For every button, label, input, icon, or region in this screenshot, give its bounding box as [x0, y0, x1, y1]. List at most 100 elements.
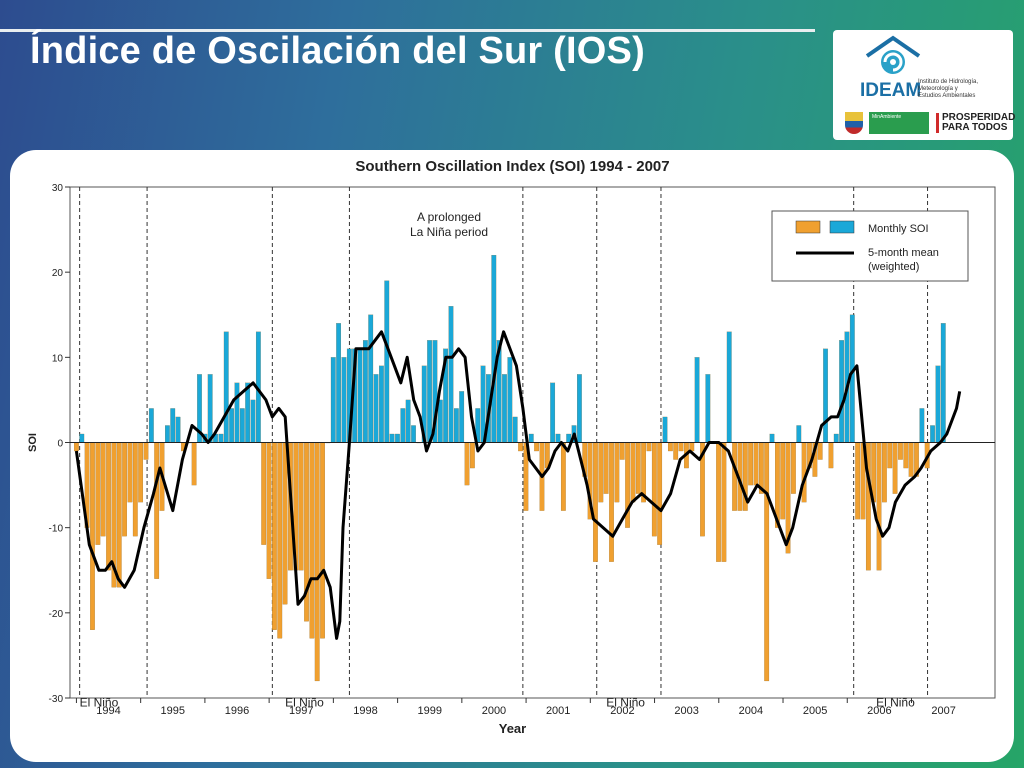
x-tick-label: 1995 — [161, 705, 185, 717]
soi-bar — [550, 382, 556, 443]
x-tick-label: 2002 — [610, 705, 634, 717]
soi-bar — [662, 416, 668, 443]
soi-bar — [935, 365, 941, 443]
soi-bar — [892, 442, 898, 494]
soi-bar — [165, 425, 170, 443]
soi-bar — [694, 357, 700, 443]
soi-bar — [678, 442, 684, 452]
soi-bar — [769, 433, 775, 443]
soi-bar — [229, 408, 234, 443]
soi-bar — [127, 442, 133, 503]
soi-bar — [154, 442, 160, 579]
soi-bar — [90, 442, 95, 630]
soi-bar — [577, 374, 582, 443]
soi-bar — [673, 442, 679, 460]
soi-bar — [887, 442, 893, 469]
soi-bar — [320, 442, 325, 639]
soi-bar — [930, 425, 935, 443]
soi-bar — [619, 442, 625, 460]
soi-bar — [651, 442, 657, 537]
soi-bar — [882, 442, 887, 503]
soi-bar — [721, 442, 727, 562]
soi-bar — [534, 442, 539, 452]
chart-annotation: El Niño — [876, 696, 915, 710]
soi-bar — [940, 323, 946, 443]
soi-bar — [919, 408, 925, 443]
soi-bar — [106, 442, 111, 571]
y-axis-label: SOI — [27, 433, 39, 452]
soi-bar — [389, 433, 395, 443]
soi-chart: Southern Oscillation Index (SOI) 1994 - … — [27, 158, 996, 736]
soi-bar — [491, 255, 497, 443]
soi-bar — [411, 425, 416, 443]
soi-bar — [143, 442, 149, 460]
chart-annotation: La Niña period — [410, 225, 488, 239]
soi-bar — [427, 340, 432, 443]
soi-bar — [448, 306, 454, 443]
soi-bar — [261, 442, 267, 545]
soi-bar — [598, 442, 604, 503]
soi-bar — [330, 357, 336, 443]
soi-bar — [828, 442, 834, 469]
soi-bar — [502, 374, 507, 443]
soi-bar — [593, 442, 598, 562]
legend-swatch-positive — [829, 220, 855, 234]
soi-bar — [132, 442, 138, 537]
soi-bar — [903, 442, 909, 469]
soi-bar — [400, 408, 406, 443]
soi-bar — [138, 442, 144, 503]
x-tick-label: 2003 — [674, 705, 698, 717]
x-tick-label: 2001 — [546, 705, 570, 717]
chart-annotation: El Niño — [80, 696, 119, 710]
soi-bar — [470, 442, 475, 469]
soi-bar — [512, 416, 518, 443]
soi-bar — [234, 382, 240, 443]
soi-bar — [282, 442, 288, 605]
soi-bar — [657, 442, 663, 545]
soi-bar — [298, 442, 304, 571]
soi-bar — [705, 374, 711, 443]
soi-bar — [368, 314, 374, 443]
soi-bar — [753, 442, 759, 486]
soi-bar — [336, 323, 341, 443]
soi-bar — [855, 442, 861, 520]
prosperidad-logo: PROSPERIDAD PARA TODOS — [936, 113, 1015, 133]
y-tick-label: 10 — [52, 353, 64, 364]
soi-bar — [453, 408, 459, 443]
soi-bar — [630, 442, 636, 503]
soi-bar — [791, 442, 796, 494]
soi-bar — [518, 442, 523, 452]
soi-bar — [748, 442, 754, 486]
soi-bar — [74, 442, 79, 452]
ideam-emblem-icon — [865, 35, 921, 74]
soi-bar — [716, 442, 721, 562]
soi-bar — [876, 442, 882, 571]
soi-bar — [839, 340, 844, 443]
soi-bar — [908, 442, 914, 477]
x-tick-label: 1999 — [417, 705, 441, 717]
soi-bar — [218, 433, 224, 443]
y-tick-label: 0 — [57, 439, 63, 450]
soi-bar — [373, 374, 379, 443]
chart-title: Southern Oscillation Index (SOI) 1994 - … — [355, 158, 669, 175]
ministry-logo: MinAmbiente — [869, 112, 929, 134]
soi-bar — [459, 391, 465, 443]
soi-bar — [379, 365, 384, 443]
soi-bar — [384, 280, 390, 443]
soi-bar — [507, 357, 513, 443]
soi-bar — [122, 442, 127, 537]
soi-bar — [528, 433, 534, 443]
soi-bar — [732, 442, 737, 511]
y-tick-label: -30 — [49, 694, 64, 705]
x-axis-label: Year — [499, 721, 526, 736]
soi-bar — [314, 442, 320, 682]
x-tick-label: 1994 — [96, 705, 120, 717]
legend-label: Monthly SOI — [868, 223, 929, 235]
legend-label: (weighted) — [868, 261, 919, 273]
soi-bar — [362, 340, 368, 443]
soi-bar — [223, 331, 229, 443]
soi-bar — [277, 442, 283, 639]
soi-bar — [405, 399, 411, 443]
y-tick-label: -10 — [49, 524, 64, 535]
soi-bar — [250, 399, 256, 443]
